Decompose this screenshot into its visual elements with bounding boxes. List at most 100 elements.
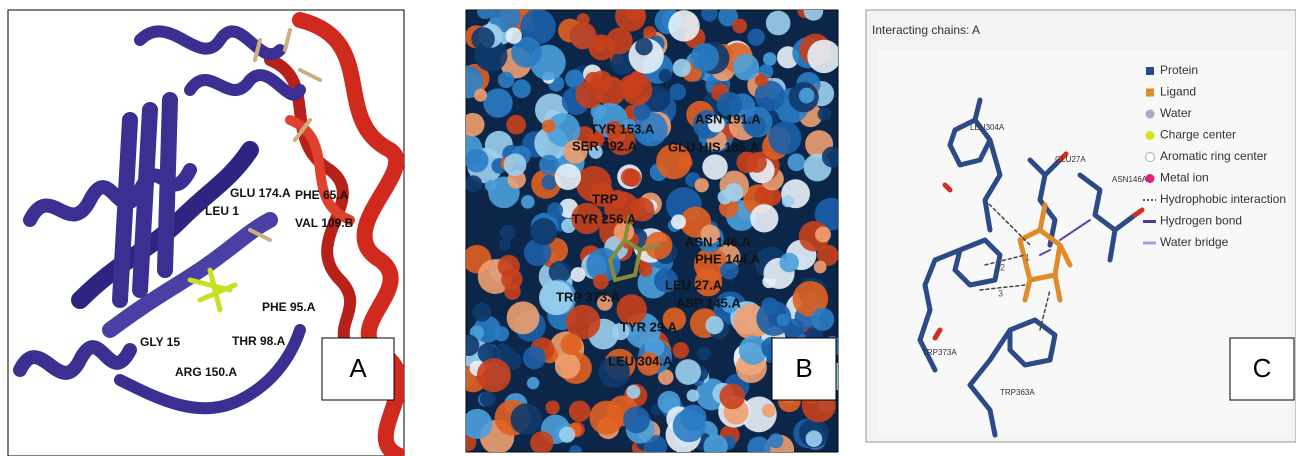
- surface-atom: [766, 11, 791, 36]
- surface-atom: [673, 409, 706, 442]
- surface-atom: [561, 334, 582, 355]
- surface-atom: [546, 400, 560, 414]
- residue-label: ASN 191.A: [695, 111, 761, 126]
- surface-atom: [547, 202, 563, 218]
- surface-atom: [768, 121, 801, 154]
- panel-c: Interacting chains: A 1 2 3: [866, 10, 1296, 442]
- surface-atom: [733, 54, 760, 81]
- bond-label: 2: [1000, 262, 1005, 272]
- surface-atom: [639, 263, 653, 277]
- residue-label: VAL 109.B: [295, 216, 354, 230]
- surface-atom: [510, 403, 541, 434]
- legend-label: Water: [1160, 106, 1192, 120]
- surface-atom: [465, 175, 482, 192]
- residue-label: LEU 1: [205, 204, 239, 218]
- surface-atom: [477, 358, 511, 392]
- surface-atom: [788, 153, 806, 171]
- surface-atom: [506, 28, 522, 44]
- surface-atom: [571, 267, 586, 282]
- surface-atom: [687, 389, 700, 402]
- surface-atom: [814, 261, 827, 274]
- surface-atom: [477, 3, 493, 19]
- legend-marker: [1146, 131, 1155, 140]
- surface-atom: [521, 195, 535, 209]
- residue-label: THR 98.A: [232, 334, 286, 348]
- surface-atom: [501, 268, 522, 289]
- surface-atom: [512, 79, 531, 98]
- surface-atom: [782, 195, 794, 207]
- residue-label: TRP: [592, 191, 618, 206]
- surface-atom: [465, 149, 488, 172]
- residue-label: ASN 146.A: [685, 234, 751, 249]
- surface-atom: [779, 253, 799, 273]
- residue-label: TRP 373.A: [556, 289, 621, 304]
- residue-label: LEU 304.A: [608, 353, 673, 368]
- surface-atom: [626, 3, 644, 21]
- surface-atom: [659, 69, 672, 82]
- residue-label: ARG 150.A: [175, 365, 237, 379]
- surface-atom: [725, 183, 744, 202]
- surface-atom: [500, 225, 516, 241]
- bond-label: 3: [998, 288, 1003, 298]
- surface-atom: [799, 88, 815, 104]
- residue-label: PHE 65.A: [295, 188, 349, 202]
- legend-label: Metal ion: [1160, 171, 1209, 185]
- surface-atom: [822, 146, 843, 167]
- residue-label: GLY 15: [140, 335, 180, 349]
- surface-atom: [777, 314, 790, 327]
- residue-label: PHE 144.A: [695, 251, 761, 266]
- surface-atom: [471, 27, 495, 51]
- surface-atom: [530, 218, 557, 245]
- surface-atom: [483, 88, 512, 117]
- surface-atom: [458, 334, 480, 356]
- surface-atom: [755, 74, 768, 87]
- surface-atom: [633, 103, 651, 121]
- surface-atom: [811, 308, 834, 331]
- legend-label: Water bridge: [1160, 235, 1229, 249]
- surface-atom: [762, 404, 776, 418]
- surface-atom: [527, 377, 539, 389]
- surface-atom: [507, 301, 540, 334]
- surface-atom: [635, 38, 653, 56]
- surface-atom: [555, 353, 580, 378]
- legend-label: Ligand: [1160, 85, 1196, 99]
- surface-atom: [746, 152, 767, 173]
- residue-label: TYR 256.A: [572, 211, 637, 226]
- surface-atom: [669, 83, 686, 100]
- surface-atom: [542, 175, 557, 190]
- residue-label: LEU 27.A: [665, 277, 723, 292]
- surface-atom: [555, 164, 581, 190]
- surface-atom: [690, 43, 719, 72]
- surface-atom: [768, 433, 783, 448]
- surface-atom: [499, 239, 511, 251]
- residue-label: ASP 145.A: [676, 295, 741, 310]
- legend-marker: [1146, 110, 1155, 119]
- surface-atom: [675, 359, 701, 385]
- surface-atom: [623, 406, 650, 433]
- surface-atom: [498, 72, 515, 89]
- legend-label: Aromatic ring center: [1160, 149, 1267, 163]
- panel-title: Interacting chains: A: [872, 23, 980, 37]
- surface-atom: [804, 1, 823, 20]
- surface-atom: [523, 346, 546, 369]
- surface-atom: [702, 154, 727, 179]
- legend-label: Hydrophobic interaction: [1160, 192, 1286, 206]
- surface-atom: [673, 59, 691, 77]
- residue-label: TYR 153.A: [590, 121, 655, 136]
- surface-atom: [504, 153, 527, 176]
- surface-atom: [806, 430, 823, 447]
- surface-atom: [621, 74, 652, 105]
- surface-atom: [593, 274, 609, 290]
- surface-atom: [763, 52, 777, 66]
- surface-atom: [818, 107, 832, 121]
- surface-atom: [701, 5, 717, 21]
- residue-label: TYR 29.A: [620, 319, 678, 334]
- panel-label: A: [349, 353, 367, 383]
- legend-marker: [1146, 89, 1154, 97]
- panel-a: GLU 174.A PHE 65.A VAL 109.B LEU 1 PHE 9…: [8, 10, 404, 456]
- legend-marker: [1146, 153, 1155, 162]
- panel-b: TYR 153.A ASN 191.A SER 292.A GLU HIS 18…: [450, 0, 848, 456]
- surface-atom: [472, 303, 491, 322]
- surface-atom: [671, 214, 686, 229]
- residue-label: ASN146A: [1112, 175, 1148, 184]
